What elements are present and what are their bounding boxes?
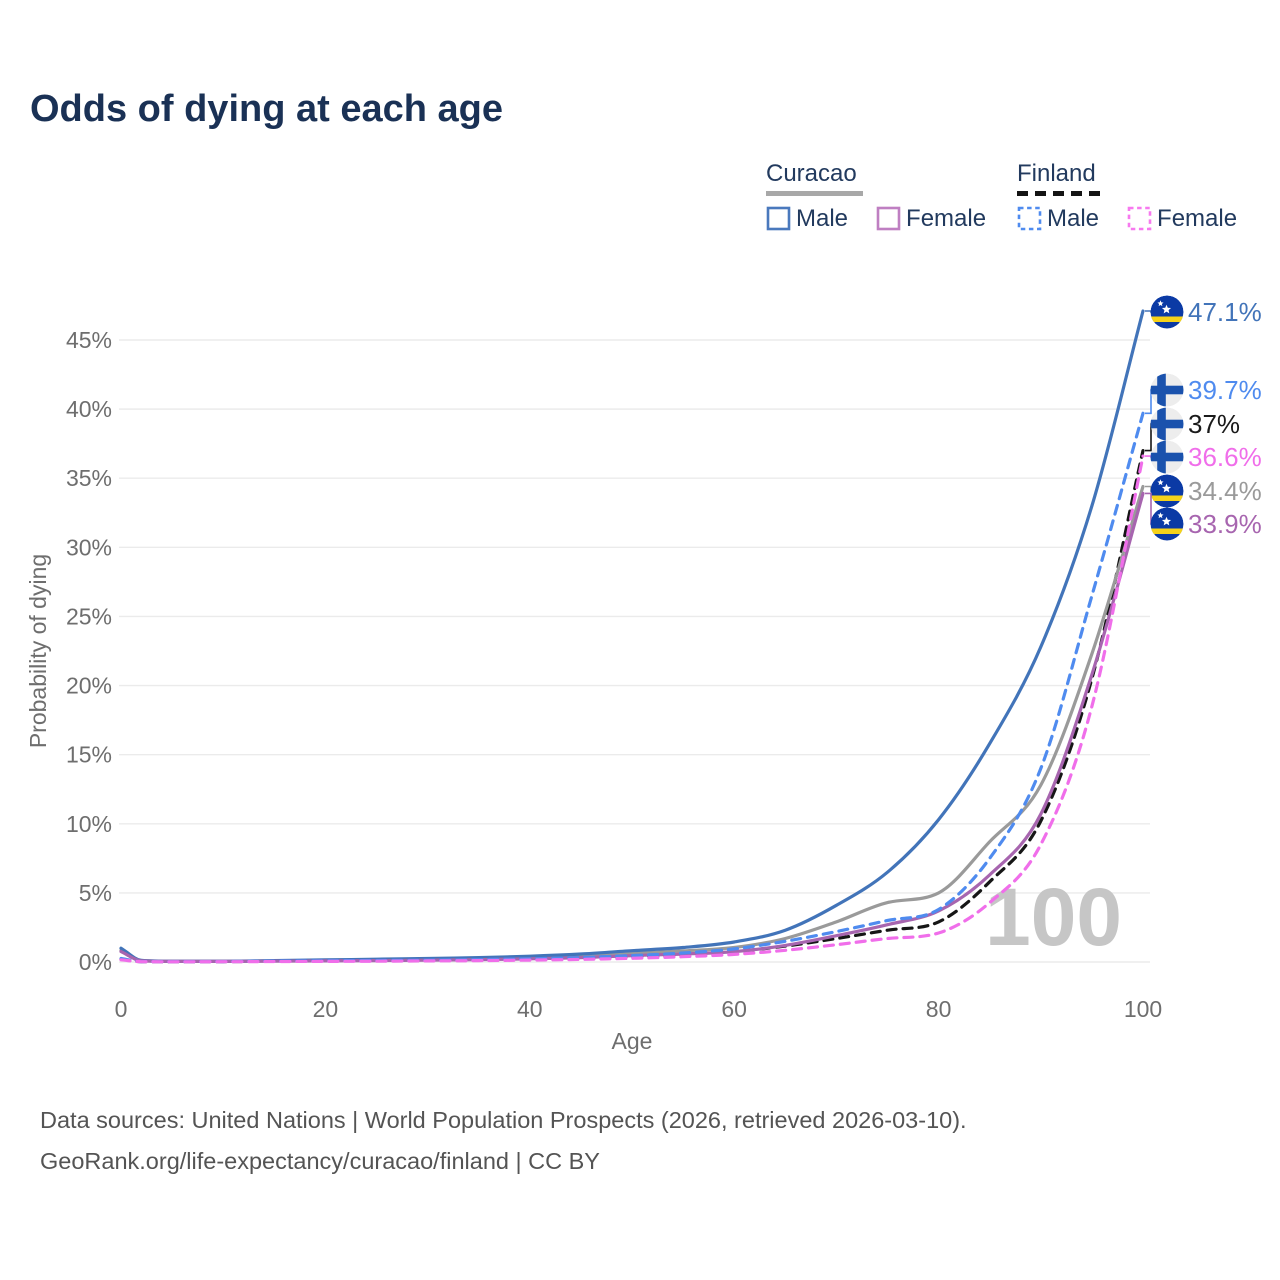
legend-swatch-curacao-male[interactable]: [766, 206, 792, 232]
end-labels: 47.1% 39.7% 37%36.6% 34.4%33.9%: [1145, 295, 1262, 541]
y-tick-5%: 5%: [79, 880, 112, 906]
footer: Data sources: United Nations | World Pop…: [40, 1100, 967, 1182]
end-label-curacao-both: 34.4%: [1188, 476, 1262, 506]
y-tick-20%: 20%: [66, 673, 112, 699]
x-tick-80: 80: [926, 996, 952, 1022]
curacao-flag-star-large: [1161, 516, 1172, 526]
legend-country-finland[interactable]: Finland: [1017, 160, 1096, 187]
end-label-curacao-male: 47.1%: [1188, 297, 1262, 327]
y-axis-title: Probability of dying: [25, 554, 51, 748]
curacao-flag-icon: [1150, 474, 1184, 508]
x-tick-40: 40: [517, 996, 543, 1022]
axis-labels: 0% 5% 10% 15% 20% 25% 30% 35% 40% 45% 0 20 40 60 80 100…: [25, 327, 1162, 1054]
y-tick-15%: 15%: [66, 742, 112, 768]
curacao-flag-stripe: [1150, 495, 1184, 501]
mortality-chart: 0% 5% 10% 15% 20% 25% 30% 35% 40% 45% 0 20 40 60 80 100…: [25, 295, 1262, 1054]
y-tick-0%: 0%: [79, 949, 112, 975]
finland-flag-icon: [1150, 373, 1184, 407]
end-label-finland-both: 37%: [1188, 409, 1240, 439]
y-tick-25%: 25%: [66, 603, 112, 629]
curacao-flag-stripe: [1150, 528, 1184, 534]
y-tick-10%: 10%: [66, 811, 112, 837]
x-tick-60: 60: [721, 996, 747, 1022]
finland-flag-icon: [1150, 407, 1184, 441]
curacao-flag-icon: [1150, 295, 1184, 329]
legend-label-curacao-female[interactable]: Female: [906, 204, 987, 232]
age-watermark: 100: [985, 872, 1122, 963]
legend-swatch-curacao-female[interactable]: [876, 206, 902, 232]
curacao-flag-stripe: [1150, 316, 1184, 322]
legend-row-finland: Male Female: [1017, 205, 1237, 233]
finland-line-style-swatch: [1017, 191, 1102, 196]
finland-flag-cross-h: [1150, 419, 1184, 429]
legend-swatch-finland-female[interactable]: [1127, 206, 1153, 232]
curacao-flag-star-large: [1161, 304, 1172, 314]
curacao-flag-icon: [1150, 507, 1184, 541]
curacao-flag-field: [1150, 474, 1184, 508]
curacao-flag-star-small: [1157, 479, 1164, 486]
curacao-flag-field: [1150, 295, 1184, 329]
end-label-finland-male: 39.7%: [1188, 375, 1262, 405]
legend-group-curacao: Curacao Male Female: [766, 160, 986, 233]
finland-flag-cross-h: [1150, 452, 1184, 462]
y-tick-35%: 35%: [66, 465, 112, 491]
x-tick-0: 0: [115, 996, 128, 1022]
legend-label-finland-male[interactable]: Male: [1047, 204, 1100, 232]
curacao-flag-star-small: [1157, 300, 1164, 307]
legend-country-curacao[interactable]: Curacao: [766, 160, 857, 187]
data-source-line: Data sources: United Nations | World Pop…: [40, 1107, 967, 1133]
end-label-finland-female: 36.6%: [1188, 442, 1262, 472]
line-finland-female: [119, 454, 1145, 964]
legend-group-finland: Finland Male Female: [1017, 160, 1237, 233]
y-tick-45%: 45%: [66, 327, 112, 353]
x-tick-100: 100: [1124, 996, 1162, 1022]
age-counter-watermark: 100: [985, 872, 1122, 963]
finland-flag-cross-v: [1157, 440, 1166, 474]
y-tick-40%: 40%: [66, 396, 112, 422]
legend-label-curacao-male[interactable]: Male: [796, 204, 849, 232]
page-title: Odds of dying at each age: [30, 88, 503, 130]
x-axis-title: Age: [612, 1028, 653, 1054]
curacao-flag-star-large: [1161, 483, 1172, 493]
curacao-flag-star-small: [1157, 512, 1164, 519]
x-tick-20: 20: [313, 996, 339, 1022]
end-label-curacao-female: 33.9%: [1188, 509, 1262, 539]
legend-label-finland-female[interactable]: Female: [1157, 204, 1238, 232]
legend-swatch-finland-male[interactable]: [1017, 206, 1043, 232]
curacao-flag-field: [1150, 507, 1184, 541]
attribution-line: GeoRank.org/life-expectancy/curacao/finl…: [40, 1148, 600, 1174]
finland-flag-cross-h: [1150, 385, 1184, 395]
finland-flag-cross-v: [1157, 373, 1166, 407]
finland-flag-cross-v: [1157, 407, 1166, 441]
finland-flag-icon: [1150, 440, 1184, 474]
curacao-line-style-swatch: [766, 191, 863, 196]
legend-row-curacao: Male Female: [766, 205, 986, 233]
curves: [119, 309, 1145, 964]
y-tick-30%: 30%: [66, 534, 112, 560]
